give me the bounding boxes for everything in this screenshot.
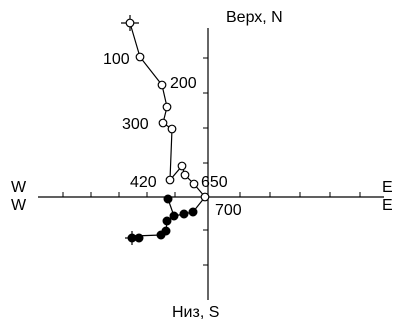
- step-label: 420: [130, 174, 157, 191]
- filled-marker: [163, 194, 173, 204]
- open-marker: [162, 102, 172, 112]
- axis-label-right-upper: E: [382, 179, 393, 196]
- filled-marker: [162, 216, 172, 226]
- filled-marker: [156, 230, 166, 240]
- open-marker: [180, 170, 190, 180]
- open-marker: [189, 179, 199, 189]
- filled-marker: [179, 209, 189, 219]
- filled-marker: [127, 233, 137, 243]
- axis-label-top: Верх, N: [226, 9, 283, 26]
- open-marker: [167, 124, 177, 134]
- filled-marker: [169, 211, 179, 221]
- axis-label-left-lower: W: [11, 197, 27, 214]
- horizontal-axis-ticks: [62, 192, 361, 197]
- step-label: 100: [103, 51, 130, 68]
- open-marker: [177, 161, 187, 171]
- step-label: 650: [201, 174, 228, 191]
- step-label: 200: [170, 75, 197, 92]
- axis-label-left-upper: W: [11, 179, 27, 196]
- filled-markers: [127, 194, 198, 243]
- step-label: 700: [215, 202, 242, 219]
- vertical-axis-ticks: [203, 57, 208, 266]
- open-marker: [135, 52, 145, 62]
- open-marker: [158, 118, 168, 128]
- step-label: 300: [122, 116, 149, 133]
- open-marker: [125, 18, 135, 28]
- axis-label-right-lower: E: [382, 197, 393, 214]
- axis-label-bottom: Низ, S: [172, 304, 219, 321]
- open-markers: [125, 18, 210, 202]
- open-marker: [165, 175, 175, 185]
- open-marker: [157, 80, 167, 90]
- filled-marker: [188, 207, 198, 217]
- open-marker: [200, 192, 210, 202]
